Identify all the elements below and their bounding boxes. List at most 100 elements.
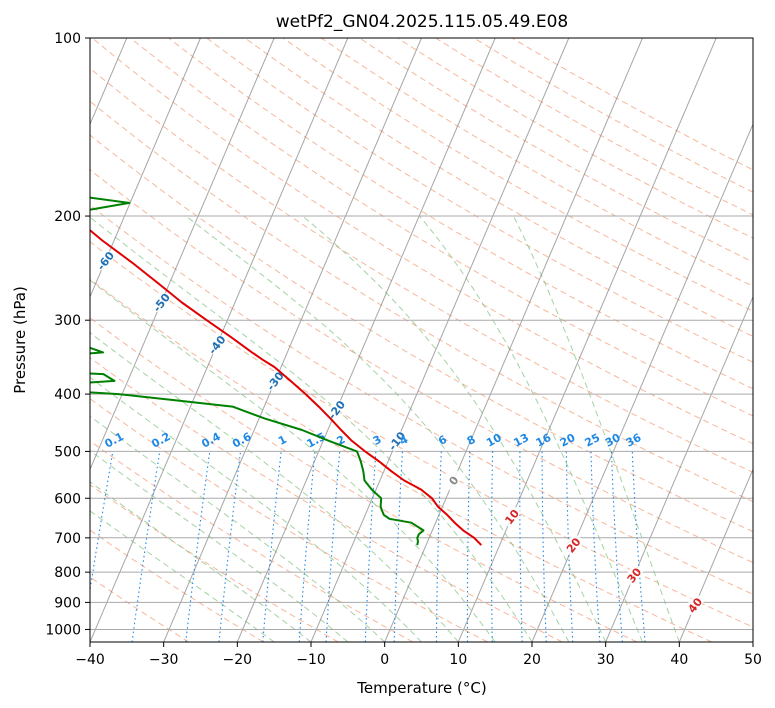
dry-adiabat-line [90, 529, 264, 642]
x-tick-label: −10 [296, 652, 326, 668]
mixing-ratio-label: 13 [511, 431, 531, 450]
isotherm-label: 40 [683, 593, 705, 617]
mixing-ratio-line [298, 451, 316, 642]
x-axis-label: Temperature (°C) [356, 679, 486, 697]
mixing-ratio-label: 30 [603, 431, 623, 450]
x-tick-label: −40 [75, 652, 105, 668]
dry-adiabat-line [90, 204, 753, 595]
mixing-ratio-label: 16 [534, 431, 554, 450]
x-tick-label: 50 [744, 652, 762, 668]
dry-adiabat-line [168, 38, 753, 390]
x-tick-label: 0 [380, 652, 389, 668]
mixing-ratio-line [610, 451, 623, 642]
y-tick-label: 500 [54, 444, 81, 460]
moist-adiabat-line [419, 215, 643, 642]
dry-adiabat-line [511, 38, 753, 171]
dry-adiabat-line [206, 38, 753, 363]
mixing-ratio-label: 10 [484, 431, 504, 450]
y-tick-label: 100 [54, 31, 81, 47]
mixing-ratio-line [325, 451, 341, 642]
moist-adiabat-line [185, 215, 570, 642]
y-tick-label: 600 [54, 491, 81, 507]
dry-adiabat-line [90, 134, 753, 533]
mixing-ratio-line [185, 451, 211, 642]
mixing-ratio-label: 20 [558, 431, 578, 450]
moist-adiabat-line [90, 216, 533, 642]
isotherm-label: 0 [441, 468, 464, 492]
moist-adiabat-line [90, 510, 275, 642]
mixing-ratio-line [435, 451, 442, 642]
mixing-ratio-label: 1 [276, 433, 289, 448]
chart-title: wetPf2_GN04.2025.115.05.49.E08 [276, 12, 568, 32]
x-tick-label: 10 [449, 652, 467, 668]
dry-adiabat-line [435, 38, 753, 216]
mixing-ratio-line [519, 451, 523, 642]
isotherm-label: 10 [500, 504, 522, 528]
dry-adiabat-line [90, 317, 638, 642]
isotherm-line [90, 38, 275, 471]
svg-text:-80: -80 [0, 130, 21, 154]
mixing-ratio-line [541, 451, 547, 642]
y-axis: 100 200 300 400 500 600 700 800 900 1000 [45, 31, 90, 638]
isotherm-label: -50 [149, 290, 173, 315]
x-tick-label: 40 [670, 652, 688, 668]
dry-adiabat-line [90, 440, 414, 642]
dry-adiabat-line [90, 278, 712, 642]
mixing-ratio-line [631, 451, 646, 642]
y-axis-label: Pressure (hPa) [11, 286, 29, 394]
isotherm-line [678, 468, 753, 642]
mixing-ratio-labels: 0.1 0.2 0.4 0.6 1 1.5 2 3 4 6 8 10 13 16 20 25 30 36 [103, 430, 644, 451]
isotherm-label: -60 [93, 248, 118, 273]
isotherm-label: -20 [324, 397, 348, 422]
dry-adiabat-line [90, 357, 563, 642]
svg-text:-50: -50 [150, 291, 173, 315]
isotherm-line [605, 295, 753, 642]
x-tick-label: −30 [149, 652, 179, 668]
isotherm-label: -80 [0, 130, 21, 154]
mixing-ratio-label: 0.6 [230, 430, 254, 451]
x-axis: −40 −30 −20 −10 0 10 20 30 40 50 [75, 642, 762, 668]
moist-adiabat-line [513, 215, 680, 642]
y-tick-label: 1000 [45, 622, 81, 638]
mixing-ratio-line [565, 451, 574, 642]
svg-text:-60: -60 [95, 249, 118, 273]
mixing-ratio-label: 0.2 [149, 430, 172, 451]
moist-adiabat-line [90, 415, 386, 642]
dry-adiabat-line [130, 38, 753, 417]
isotherm-line [384, 38, 643, 642]
mixing-ratio-label: 0.1 [103, 430, 126, 451]
mixing-ratio-line [590, 451, 601, 642]
moist-adiabat-line [90, 376, 422, 642]
mixing-ratio-label: 8 [465, 433, 478, 448]
plot-frame [89, 37, 754, 643]
isotherm-line [236, 38, 496, 642]
dry-adiabat-line [90, 484, 339, 642]
moist-adiabat-line [302, 215, 607, 642]
dry-adiabat-line [282, 38, 753, 312]
isotherm-line [90, 38, 201, 299]
y-tick-label: 700 [54, 531, 81, 547]
moist-adiabat-line [90, 449, 349, 642]
mixing-ratio-line [490, 451, 494, 642]
isotherm-line [752, 640, 753, 642]
mixing-ratio-line [218, 451, 242, 642]
mixing-ratio-label: 36 [624, 431, 644, 450]
moist-adiabat-line [90, 481, 312, 642]
moist-adiabat-line [90, 279, 496, 642]
mixing-ratio-line [364, 451, 377, 642]
x-tick-label: 30 [597, 652, 615, 668]
y-tick-label: 400 [54, 387, 81, 403]
temperature-profile-line [90, 228, 483, 546]
y-tick-label: 900 [54, 595, 81, 611]
svg-text:-30: -30 [264, 369, 287, 393]
sounding-series [90, 196, 483, 546]
x-tick-label: −20 [223, 652, 253, 668]
mixing-ratio-label: 3 [371, 433, 384, 448]
y-tick-label: 800 [54, 565, 81, 581]
background-lines [90, 38, 753, 642]
mixing-ratio-line [131, 451, 161, 642]
isotherm-line [163, 38, 422, 642]
isotherm-label: -40 [205, 332, 229, 357]
mixing-ratio-line [262, 451, 282, 642]
dewpoint-profile-line [90, 196, 425, 546]
